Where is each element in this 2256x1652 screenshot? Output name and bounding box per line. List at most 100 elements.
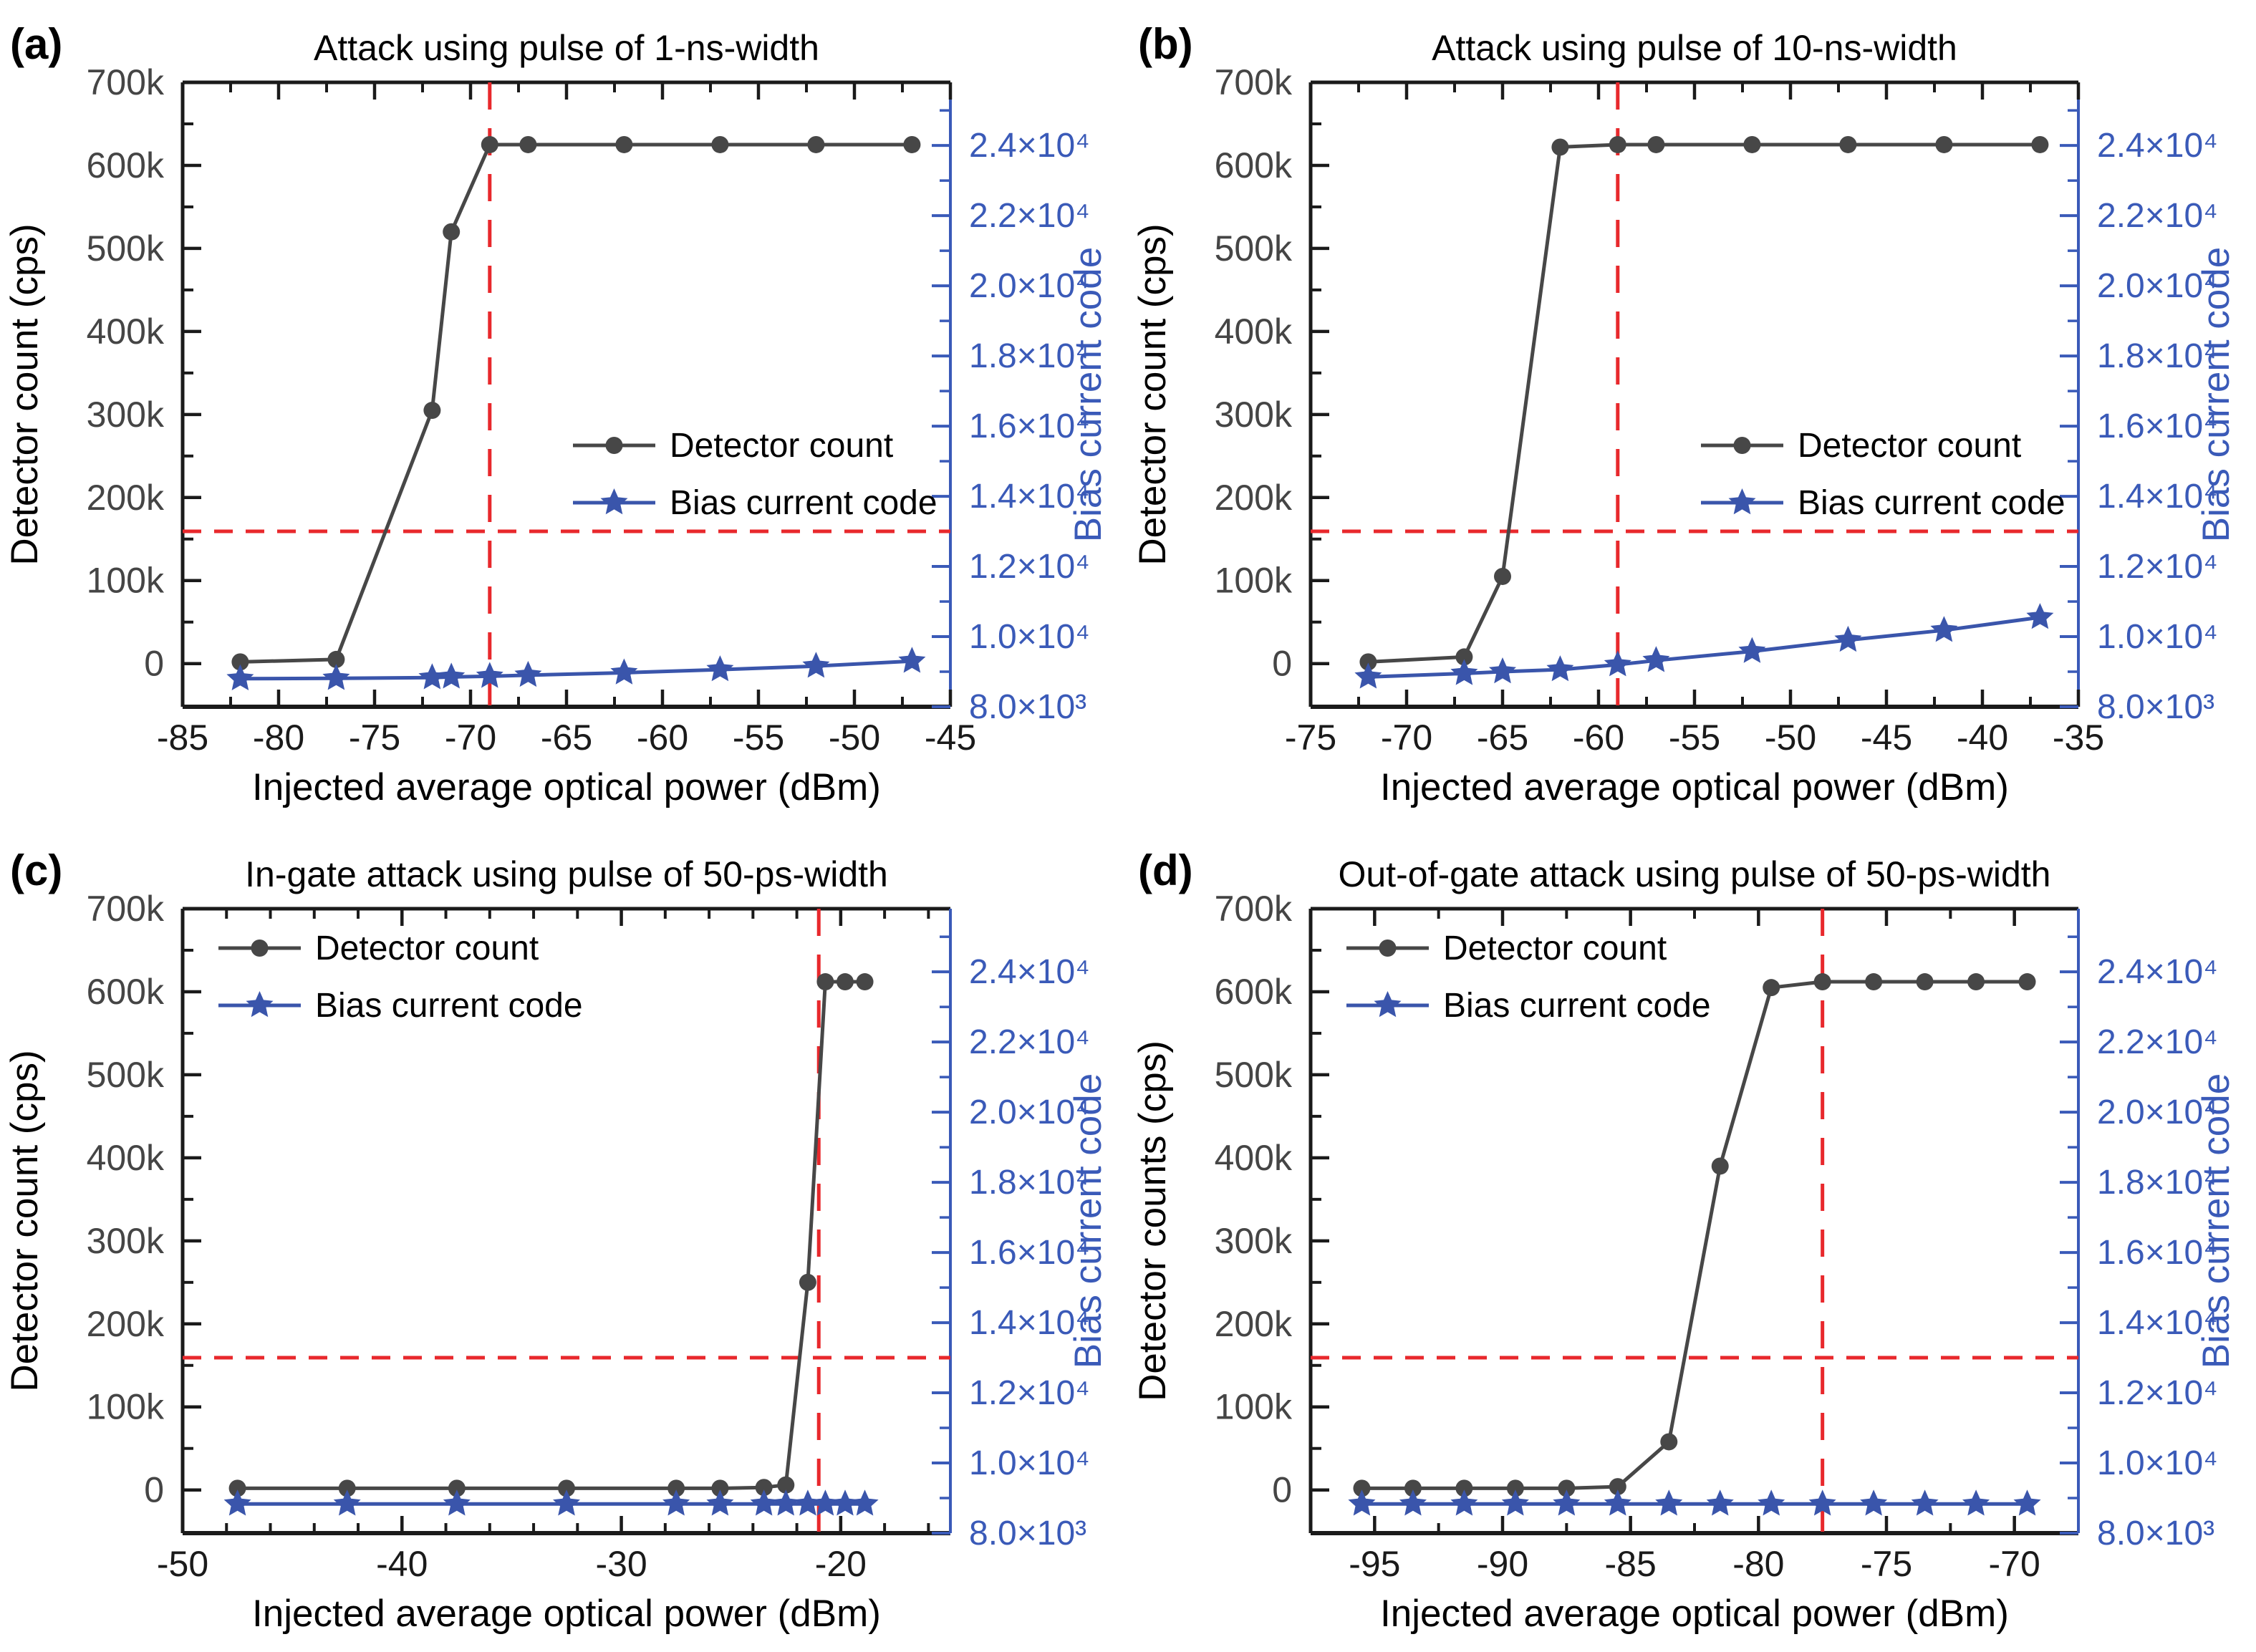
x-tick-label: -35	[2053, 718, 2104, 758]
legend-label: Detector count	[1798, 427, 2021, 465]
y-left-tick-label: 400k	[1215, 311, 1293, 352]
legend-marker-bias-current-code	[246, 991, 274, 1018]
y-right-axis-label: Bias current code	[2195, 247, 2237, 542]
data-point-bias-current-code	[1604, 1489, 1631, 1516]
data-point-bias-current-code	[794, 1489, 821, 1516]
y-right-tick-label: 2.4×10⁴	[2097, 953, 2218, 991]
x-axis-label: Injected average optical power (dBm)	[252, 1593, 881, 1635]
x-tick-label: -20	[815, 1544, 867, 1584]
legend-label: Bias current code	[670, 484, 937, 522]
chart-panel-b: (b) Attack using pulse of 10-ns-width Inje…	[1132, 20, 2237, 808]
x-tick-label: -40	[376, 1544, 428, 1584]
x-axis-label: Injected average optical power (dBm)	[252, 766, 881, 808]
legend-marker-detector-count	[1379, 939, 1397, 957]
y-right-axis-label: Bias current code	[1067, 1073, 1109, 1368]
y-left-tick-label: 100k	[87, 561, 165, 601]
y-left-axis-label: Detector count (cps)	[4, 1050, 46, 1391]
data-point-detector-count	[807, 135, 825, 153]
y-left-tick-label: 500k	[87, 1055, 165, 1095]
y-right-tick-label: 1.0×10⁴	[2097, 618, 2218, 656]
x-tick-label: -70	[1381, 718, 1432, 758]
y-right-tick-label: 1.2×10⁴	[969, 548, 1090, 586]
y-left-tick-label: 700k	[87, 62, 165, 102]
y-right-axis-label: Bias current code	[2195, 1073, 2237, 1368]
y-left-tick-label: 500k	[87, 228, 165, 269]
data-point-bias-current-code	[2026, 603, 2054, 629]
series-line-bias-current-code	[238, 659, 914, 681]
data-point-detector-count	[481, 135, 498, 153]
data-point-detector-count	[1660, 1433, 1678, 1451]
data-point-bias-current-code	[1501, 1489, 1529, 1516]
data-point-bias-current-code	[851, 1489, 879, 1516]
data-point-bias-current-code	[223, 1489, 251, 1516]
series-line-detector-count	[238, 143, 914, 664]
y-right-tick-label: 1.8×10⁴	[2097, 337, 2218, 375]
y-left-tick-label: 600k	[87, 972, 165, 1012]
y-left-tick-label: 300k	[1215, 1221, 1293, 1261]
x-tick-label: -90	[1477, 1544, 1528, 1584]
data-point-detector-count	[338, 1479, 356, 1497]
panel-title: Attack using pulse of 10-ns-width	[1432, 28, 1957, 68]
y-left-tick-label: 0	[1272, 644, 1292, 684]
data-point-bias-current-code	[1354, 662, 1382, 689]
legend-marker-detector-count	[1733, 437, 1751, 454]
data-point-bias-current-code	[514, 660, 542, 687]
data-point-bias-current-code	[1553, 1489, 1581, 1516]
data-point-detector-count	[1935, 135, 1953, 153]
x-tick-label: -45	[1861, 718, 1912, 758]
x-tick-label: -65	[1477, 718, 1528, 758]
data-point-detector-count	[816, 973, 834, 991]
y-left-tick-label: 200k	[1215, 1304, 1293, 1344]
data-point-bias-current-code	[1546, 655, 1574, 682]
x-tick-label: -85	[1605, 1544, 1657, 1584]
data-point-detector-count	[799, 1273, 816, 1291]
data-point-detector-count	[231, 653, 249, 671]
data-point-detector-count	[1353, 1479, 1371, 1497]
data-point-detector-count	[755, 1479, 773, 1497]
x-tick-label: -95	[1349, 1544, 1400, 1584]
data-point-detector-count	[2018, 973, 2036, 991]
y-left-tick-label: 600k	[1215, 972, 1293, 1012]
y-right-tick-label: 1.4×10⁴	[2097, 1304, 2218, 1342]
data-point-bias-current-code	[476, 662, 503, 688]
y-right-tick-label: 1.2×10⁴	[2097, 1374, 2218, 1412]
legend-marker-detector-count	[605, 437, 623, 454]
x-tick-label: -55	[1669, 718, 1720, 758]
legend-marker-bias-current-code	[1728, 488, 1756, 515]
y-left-axis-label: Detector count (cps)	[4, 223, 46, 565]
y-left-tick-label: 0	[144, 644, 164, 684]
x-tick-label: -60	[1573, 718, 1624, 758]
data-point-bias-current-code	[811, 1489, 839, 1516]
y-left-tick-label: 400k	[87, 1138, 165, 1178]
y-right-tick-label: 8.0×10³	[2097, 1515, 2214, 1552]
data-point-detector-count	[667, 1479, 685, 1497]
data-point-detector-count	[1404, 1479, 1422, 1497]
data-point-detector-count	[1455, 648, 1473, 666]
x-tick-label: -75	[349, 718, 400, 758]
y-left-tick-label: 200k	[87, 478, 165, 518]
data-point-detector-count	[1967, 973, 1985, 991]
y-right-axis-label: Bias current code	[1067, 247, 1109, 542]
data-point-bias-current-code	[438, 662, 466, 689]
series-line-detector-count	[1360, 980, 2029, 1490]
data-point-detector-count	[1763, 979, 1780, 997]
data-point-detector-count	[1494, 567, 1511, 585]
x-tick-label: -85	[157, 718, 208, 758]
data-point-detector-count	[1609, 1478, 1626, 1496]
panel-letter: (c)	[10, 846, 62, 894]
y-right-tick-label: 2.0×10⁴	[2097, 267, 2218, 305]
legend-label: Bias current code	[1443, 987, 1711, 1025]
y-left-tick-label: 100k	[1215, 561, 1293, 601]
data-point-bias-current-code	[1962, 1489, 1990, 1516]
y-right-tick-label: 1.0×10⁴	[2097, 1444, 2218, 1482]
y-right-tick-label: 1.8×10⁴	[969, 337, 1090, 375]
y-left-tick-label: 300k	[87, 1221, 165, 1261]
y-left-tick-label: 300k	[87, 395, 165, 435]
data-point-bias-current-code	[2013, 1489, 2041, 1516]
x-tick-label: -40	[1957, 718, 2008, 758]
y-right-tick-label: 1.4×10⁴	[2097, 478, 2218, 516]
y-left-tick-label: 0	[144, 1470, 164, 1510]
data-point-bias-current-code	[1758, 1489, 1785, 1516]
data-point-detector-count	[1455, 1479, 1473, 1497]
data-point-bias-current-code	[443, 1489, 471, 1516]
